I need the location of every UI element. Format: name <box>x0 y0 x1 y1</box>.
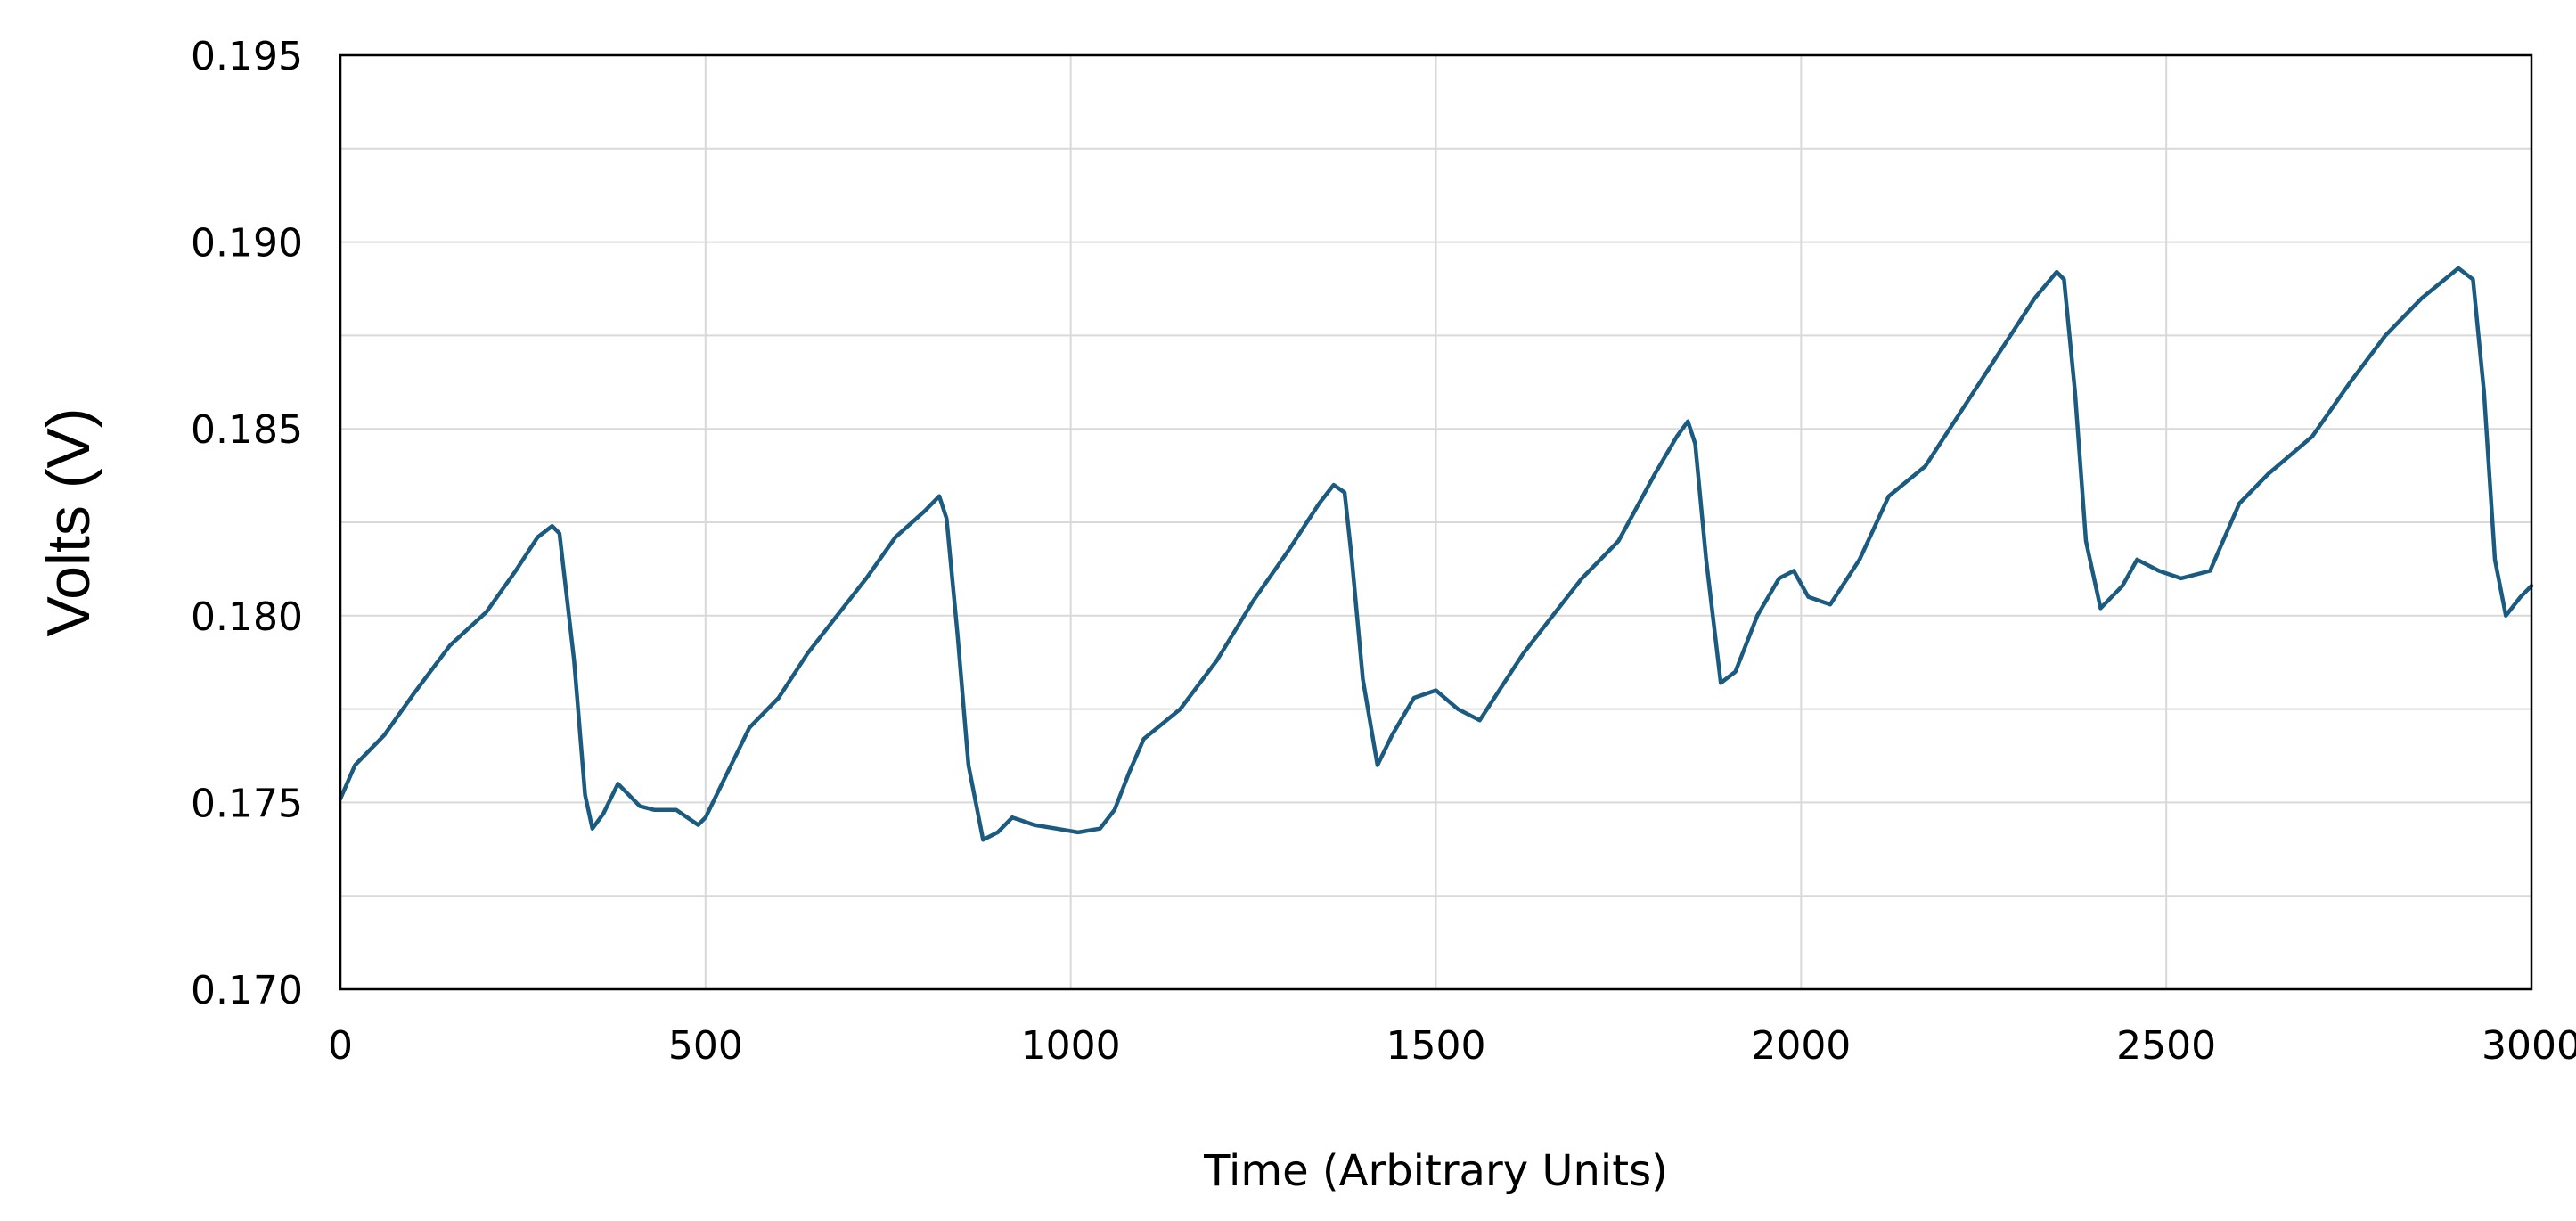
grid-lines <box>339 54 2532 990</box>
x-tick-label: 2500 <box>2116 1023 2216 1069</box>
x-tick-label: 0 <box>328 1023 353 1069</box>
x-axis-title: Time (Arbitrary Units) <box>1203 1146 1668 1196</box>
y-tick-label: 0.175 <box>191 781 303 826</box>
x-tick-label: 1000 <box>1021 1023 1121 1069</box>
y-tick-label: 0.185 <box>191 407 303 453</box>
x-axis-ticks: 0 500 1000 1500 2000 2500 3000 <box>328 1023 2576 1069</box>
series-line <box>338 266 2534 842</box>
y-tick-label: 0.190 <box>191 221 303 266</box>
x-tick-label: 3000 <box>2482 1023 2576 1069</box>
x-tick-label: 1500 <box>1386 1023 1486 1069</box>
y-tick-label: 0.180 <box>191 594 303 640</box>
y-axis-title: Volts (V) <box>35 408 102 637</box>
x-tick-label: 2000 <box>1751 1023 1851 1069</box>
y-axis-ticks: 0.170 0.175 0.180 0.185 0.190 0.195 <box>191 34 303 1013</box>
series-lines <box>338 266 2534 842</box>
y-tick-label: 0.170 <box>191 968 303 1013</box>
plot-frame <box>339 53 2533 991</box>
y-tick-label: 0.195 <box>191 34 303 79</box>
x-tick-label: 500 <box>668 1023 743 1069</box>
